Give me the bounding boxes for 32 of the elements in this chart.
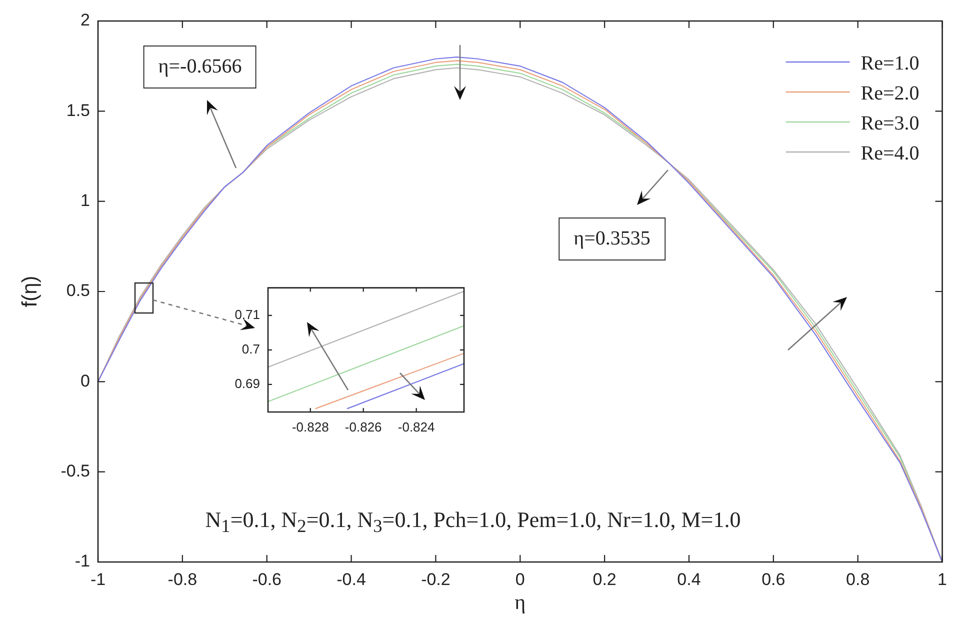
y-tick-label: -0.5 (60, 462, 90, 481)
legend-label: Re=3.0 (860, 112, 920, 134)
y-tick-label: 1.5 (66, 100, 90, 120)
y-tick-label: 0 (80, 371, 90, 390)
x-tick-label: -0.828 (292, 419, 329, 434)
y-tick-label: 2 (80, 10, 90, 30)
annotation: η=-0.6566 (143, 46, 257, 88)
annotation: η=0.3535 (558, 218, 666, 260)
y-tick-label: 0.7 (242, 341, 260, 356)
x-tick-label: -0.2 (421, 570, 450, 589)
annotation: N$_{1}$=0.1, N$_{2}$=0.1, N$_{3}$=0.1, Pch=1.0, Pem=1.0, Nr=1.0, M=1.0 (205, 506, 741, 538)
y-tick-label: -1 (74, 552, 90, 571)
x-tick-label: 1 (938, 570, 948, 589)
y-tick-label: 0.5 (66, 281, 90, 300)
x-tick-label: -0.826 (344, 419, 382, 434)
x-tick-label: -0.4 (336, 570, 366, 589)
x-tick-label: 0.2 (592, 570, 616, 589)
legend-label: Re=2.0 (860, 82, 920, 104)
legend-label: Re=1.0 (860, 52, 920, 74)
x-tick-label: 0.8 (846, 570, 870, 589)
x-tick-label: -0.6 (252, 570, 282, 589)
y-tick-label: 1 (80, 191, 90, 210)
x-tick-label: 0.4 (677, 570, 701, 589)
x-tick-label: -0.824 (398, 419, 435, 434)
y-tick-label: 0.69 (234, 376, 260, 391)
y-axis-title: f(η) (18, 276, 42, 308)
x-tick-label: 0 (515, 570, 525, 589)
legend-label: Re=4.0 (860, 142, 920, 164)
x-tick-label: -0.8 (168, 570, 198, 589)
x-axis-title: η (514, 590, 526, 614)
y-tick-label: 0.71 (234, 306, 260, 322)
x-tick-label: 0.6 (762, 570, 786, 589)
